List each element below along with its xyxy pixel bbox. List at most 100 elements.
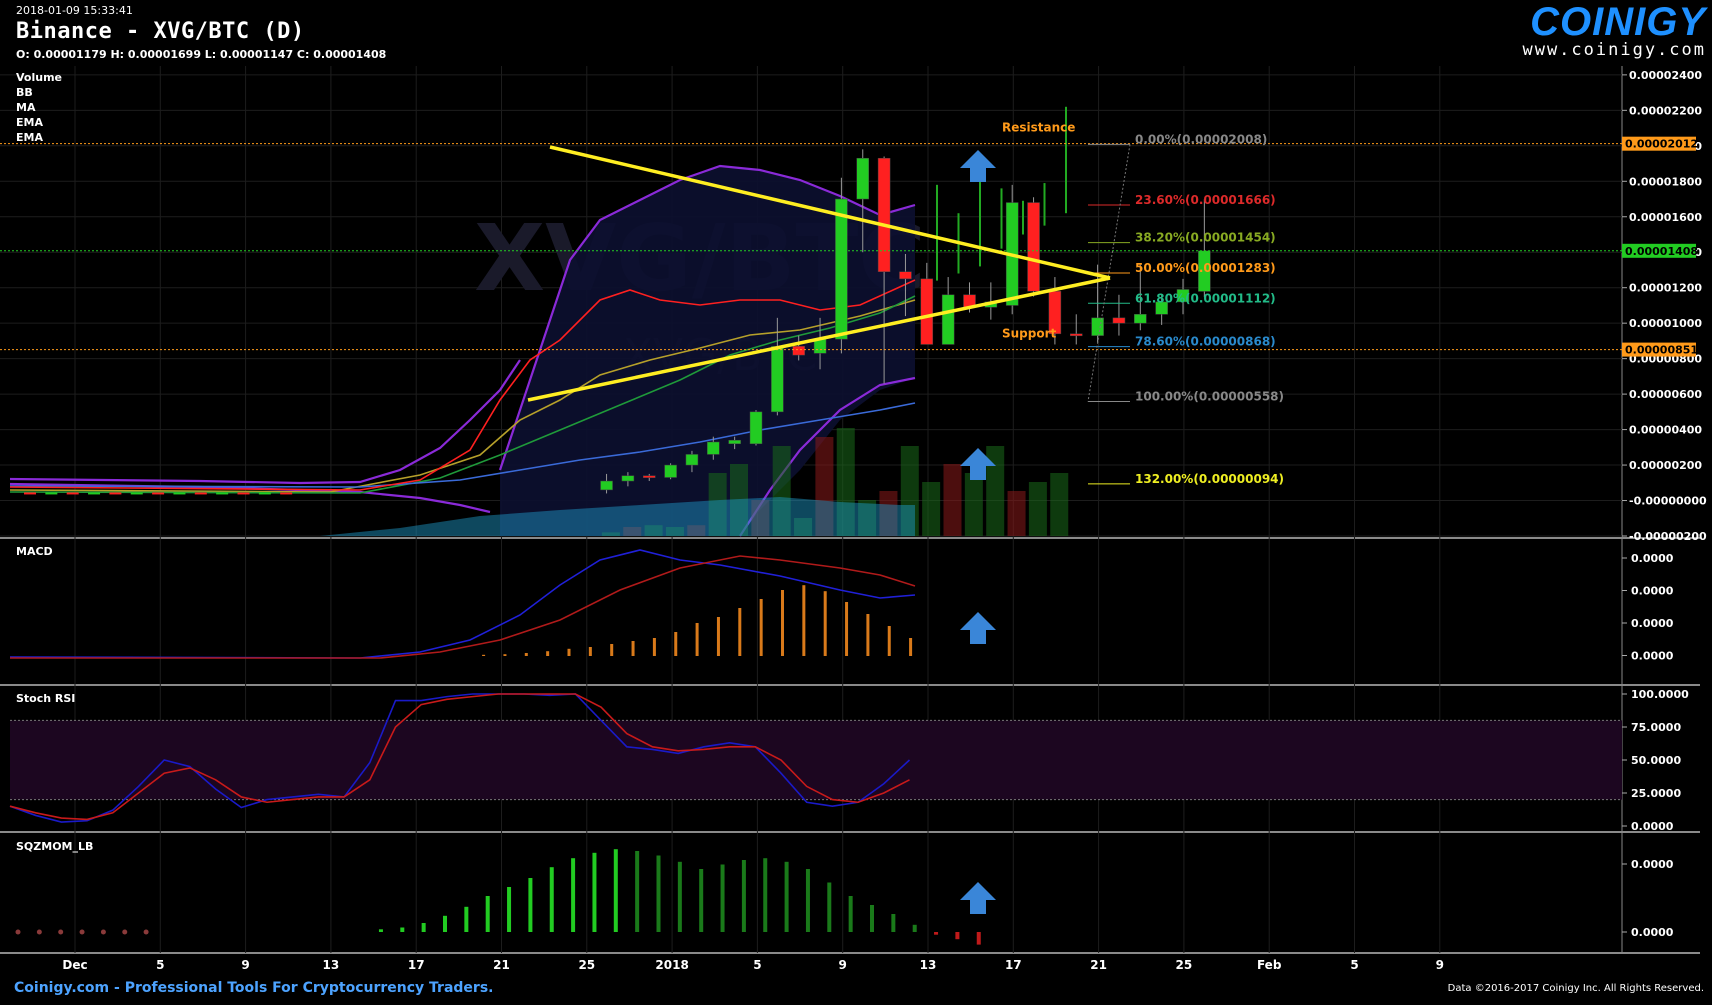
- up-arrow-icon: [960, 150, 996, 182]
- candle-body: [920, 278, 934, 345]
- macd-histogram-bar: [866, 614, 870, 656]
- volume-bar: [794, 518, 813, 536]
- sqz-bar: [934, 932, 939, 935]
- price-tag-label: 0.00001408: [1625, 245, 1698, 258]
- sqz-bar: [485, 896, 490, 932]
- candle-body: [877, 157, 891, 272]
- indicator-volume[interactable]: Volume: [16, 71, 62, 84]
- footer-tagline[interactable]: Coinigy.com - Professional Tools For Cry…: [14, 980, 494, 996]
- candle-body: [1155, 301, 1168, 315]
- fib-diagonal: [1087, 144, 1131, 402]
- stoch-rsi-pane-label[interactable]: Stoch RSI: [16, 692, 76, 705]
- indicator-ma[interactable]: MA: [16, 101, 36, 114]
- macd-tick-label: 0.0000: [1631, 650, 1674, 663]
- price-tick-label: 0.00001200: [1629, 282, 1702, 295]
- candle-body: [643, 475, 656, 478]
- candle-body: [899, 271, 912, 280]
- candle-body: [792, 345, 805, 356]
- sqz-bar: [912, 924, 917, 932]
- sqz-bar: [784, 861, 789, 932]
- sqz-dot: [100, 929, 106, 935]
- sqz-bar: [720, 864, 725, 932]
- sqz-bar: [507, 887, 512, 932]
- candle-body: [728, 439, 741, 445]
- up-arrow-icon: [960, 448, 996, 480]
- sqz-bar: [891, 914, 896, 932]
- hline-label: Resistance: [1002, 121, 1075, 135]
- sqz-bar: [464, 906, 469, 932]
- macd-histogram-bar: [909, 638, 913, 656]
- candle-body: [1070, 333, 1083, 337]
- sqz-tick-label: 0.0000: [1631, 858, 1674, 871]
- volume-bar: [665, 527, 684, 536]
- volume-bar: [1028, 482, 1047, 536]
- up-arrow-icon: [960, 612, 996, 644]
- volume-bar: [836, 428, 855, 536]
- macd-histogram-bar: [695, 623, 699, 656]
- volume-bar: [772, 446, 791, 536]
- indicator-ema-2[interactable]: EMA: [16, 131, 43, 144]
- indicator-bb[interactable]: BB: [16, 86, 33, 99]
- volume-bar: [964, 473, 983, 536]
- volume-bar: [922, 482, 941, 536]
- price-tag: [1622, 136, 1696, 151]
- sqz-bar: [549, 867, 554, 932]
- x-tick-label: 17: [408, 958, 425, 972]
- stoch-k-line: [9, 693, 911, 823]
- sqz-dot: [143, 929, 149, 935]
- candle-body: [1176, 289, 1190, 303]
- logo-url: www.coinigy.com: [1522, 40, 1706, 60]
- sqz-bar: [763, 858, 768, 932]
- volume-bar: [601, 532, 620, 536]
- sqz-bar: [741, 860, 746, 932]
- lower-trendline: [527, 276, 1111, 402]
- price-tag-label: 0.00002012: [1625, 138, 1698, 151]
- sqz-bar: [955, 932, 960, 940]
- sqz-bar: [677, 861, 682, 932]
- sqz-bar: [378, 929, 383, 932]
- sqz-bar: [613, 849, 618, 932]
- sqz-dot: [36, 929, 42, 935]
- macd-histogram-bar: [546, 651, 550, 656]
- coinigy-logo[interactable]: COINIGY www.coinigy.com: [1522, 0, 1706, 60]
- stoch-d-line: [9, 693, 910, 821]
- fib-label: 38.20%(0.00001454): [1135, 231, 1276, 245]
- stoch-tick-label: 100.0000: [1631, 688, 1689, 701]
- sqz-bar: [656, 855, 661, 932]
- price-tick-label: 0.00002200: [1629, 104, 1702, 117]
- sqz-bar: [976, 932, 981, 945]
- chart-timestamp: 2018-01-09 15:33:41: [16, 4, 133, 17]
- fib-label: 61.80%(0.00001112): [1135, 291, 1276, 305]
- volume-bar: [751, 500, 770, 536]
- macd-histogram-bar: [652, 638, 656, 656]
- indicator-ema-1[interactable]: EMA: [16, 116, 43, 129]
- macd-histogram-bar: [781, 590, 784, 656]
- x-tick-label: 21: [493, 958, 510, 972]
- stoch-tick-label: 25.0000: [1631, 787, 1681, 800]
- indicator-legend: Volume BB MA EMA EMA: [16, 70, 62, 145]
- macd-histogram-bar: [524, 653, 528, 656]
- x-tick-label: 9: [1436, 958, 1444, 972]
- macd-pane-label[interactable]: MACD: [16, 545, 53, 558]
- fib-label: 0.00%(0.00002008): [1135, 132, 1267, 146]
- macd-histogram-bar: [802, 585, 806, 656]
- candle-body: [749, 411, 763, 445]
- hline-label: Support: [1002, 327, 1057, 341]
- x-tick-label: 13: [920, 958, 937, 972]
- price-tick-label: 0.00000600: [1629, 388, 1702, 401]
- price-tick-label: -0.00000200: [1629, 530, 1707, 543]
- fib-label: 132.00%(0.00000094): [1135, 472, 1284, 486]
- price-tag-label: 0.00000851: [1625, 344, 1698, 357]
- sqzmom-pane-label[interactable]: SQZMOM_LB: [16, 840, 94, 853]
- stoch-tick-label: 75.0000: [1631, 721, 1681, 734]
- sqz-bar: [528, 878, 533, 932]
- x-tick-label: 5: [753, 958, 761, 972]
- candle-body: [1091, 317, 1104, 336]
- sqz-bar: [870, 905, 874, 932]
- candle-body: [707, 441, 720, 455]
- up-arrow-icon: [960, 882, 996, 914]
- candle-body: [621, 475, 635, 482]
- bollinger-band-fill: [500, 166, 915, 536]
- sqz-dot: [58, 929, 64, 935]
